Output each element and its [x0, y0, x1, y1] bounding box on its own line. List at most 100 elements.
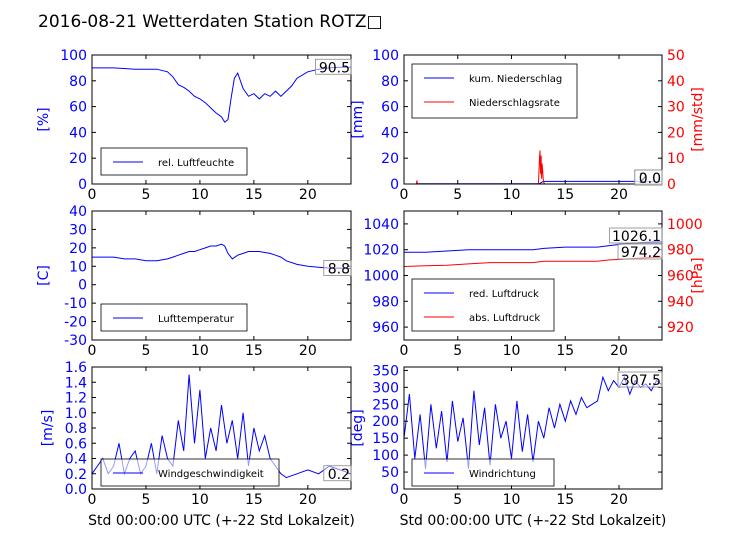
x-tick-label: 5	[141, 492, 150, 508]
y-right-tick-label: 0	[667, 177, 676, 193]
x-tick-label: 5	[453, 187, 462, 203]
x-tick-label: 15	[245, 492, 263, 508]
y-axis-label: [C]	[36, 265, 52, 286]
y-tick-label: 1.4	[65, 375, 87, 391]
x-tick-label: 20	[610, 492, 628, 508]
x-tick-label: 0	[88, 187, 97, 203]
y-tick-label: -10	[64, 296, 87, 312]
y-right-tick-label: 50	[667, 48, 685, 64]
y-right-axis-label: [mm/std]	[690, 87, 706, 152]
x-tick-label: 0	[400, 187, 409, 203]
y-tick-label: 20	[69, 241, 87, 257]
x-tick-label: 20	[299, 187, 317, 203]
y-axis-label: [m/s]	[40, 410, 56, 447]
y-tick-label: -30	[64, 333, 87, 349]
x-tick-label: 10	[191, 343, 209, 359]
legend-label: red. Luftdruck	[469, 289, 539, 300]
x-tick-label: 10	[191, 492, 209, 508]
y-right-tick-label: 20	[667, 125, 685, 141]
y-right-tick-label: 30	[667, 100, 685, 116]
last-value-label: 1026.1	[612, 229, 661, 245]
last-value-label: 0.2	[328, 467, 350, 483]
legend-label: rel. Luftfeuchte	[158, 158, 234, 169]
series-line-wind_speed-0	[92, 374, 351, 479]
panel-pressure: 0 5 10 15 20 960 980 1000 1020 1040 920 940 960 980 10…	[363, 210, 706, 359]
y-tick-label: 0.2	[65, 467, 87, 483]
value-label-box	[314, 58, 352, 75]
y-tick-label: 0.0	[65, 482, 87, 498]
y-tick-label: 60	[69, 100, 87, 116]
y-right-tick-label: 960	[667, 269, 694, 285]
value-label-box	[323, 260, 352, 276]
y-tick-label: 100	[372, 448, 399, 464]
y-tick-label: 0.4	[65, 452, 87, 468]
legend-box	[411, 63, 578, 119]
series-line-wind_direction-0	[404, 375, 662, 469]
x-tick-label: 15	[556, 343, 574, 359]
value-label-box	[323, 465, 352, 482]
y-tick-label: 10	[69, 259, 87, 275]
y-tick-label: 980	[372, 294, 399, 310]
y-tick-label: 60	[381, 100, 399, 116]
series-line-humidity-0	[92, 66, 351, 123]
y-tick-label: 40	[69, 204, 87, 220]
plot-frame	[403, 54, 663, 185]
y-tick-label: 1.0	[65, 406, 87, 422]
last-value-label: 8.8	[328, 261, 350, 277]
legend-label: Lufttemperatur	[158, 314, 235, 325]
y-tick-label: 40	[381, 125, 399, 141]
last-value-label: 307.5	[621, 373, 661, 389]
y-tick-label: 0	[390, 177, 399, 193]
y-tick-label: 30	[69, 222, 87, 238]
y-tick-label: 200	[372, 414, 399, 430]
panel-humidity: 0 5 10 15 20 0 20 40 60 80 100 [%] rel. Luftfeuchte 9…	[36, 48, 352, 203]
x-axis-label: Std 00:00:00 UTC (+-22 Std Lokalzeit)	[88, 513, 355, 529]
last-value-label: 974.2	[621, 245, 661, 261]
y-tick-label: 20	[381, 151, 399, 167]
x-tick-label: 10	[503, 492, 521, 508]
value-label-box	[634, 169, 663, 186]
x-tick-label: 20	[299, 492, 317, 508]
y-tick-label: 80	[381, 74, 399, 90]
x-tick-label: 20	[610, 187, 628, 203]
legend-label: Windgeschwindigkeit	[158, 469, 264, 480]
y-right-tick-label: 980	[667, 243, 694, 259]
panel-precipitation: 0 5 10 15 20 0 20 40 60 80 100 0 10 20 30 40 50 [mm] [mm/s…	[350, 48, 706, 203]
x-tick-label: 15	[245, 343, 263, 359]
y-tick-label: 40	[69, 125, 87, 141]
y-right-tick-label: 10	[667, 151, 685, 167]
y-tick-label: 100	[372, 48, 399, 64]
x-tick-label: 20	[610, 343, 628, 359]
y-tick-label: 960	[372, 320, 399, 336]
x-tick-label: 0	[400, 343, 409, 359]
plot-frame	[91, 54, 352, 185]
y-tick-label: 1020	[363, 243, 399, 259]
y-axis-label: [mm]	[350, 100, 366, 138]
y-right-tick-label: 940	[667, 294, 694, 310]
y-tick-label: 80	[69, 74, 87, 90]
x-tick-label: 0	[88, 343, 97, 359]
last-value-label: 90.5	[319, 60, 350, 76]
y-tick-label: 300	[372, 380, 399, 396]
y-tick-label: 1.6	[65, 360, 87, 376]
x-tick-label: 10	[191, 187, 209, 203]
figure-title: 2016-08-21 Wetterdaten Station ROTZ□	[38, 12, 383, 32]
y-tick-label: 0.6	[65, 436, 87, 452]
y-tick-label: -20	[64, 315, 87, 331]
x-tick-label: 10	[503, 343, 521, 359]
y-tick-label: 1040	[363, 217, 399, 233]
x-tick-label: 0	[400, 492, 409, 508]
x-tick-label: 5	[141, 343, 150, 359]
y-tick-label: 0	[78, 278, 87, 294]
y-right-tick-label: 40	[667, 74, 685, 90]
x-tick-label: 10	[503, 187, 521, 203]
legend-label: Windrichtung	[469, 469, 536, 480]
y-tick-label: 20	[69, 151, 87, 167]
legend-label: kum. Niederschlag	[469, 74, 562, 85]
x-tick-label: 5	[453, 492, 462, 508]
legend-label: Niederschlagsrate	[469, 98, 560, 109]
x-tick-label: 15	[556, 492, 574, 508]
value-label-box	[617, 243, 663, 260]
